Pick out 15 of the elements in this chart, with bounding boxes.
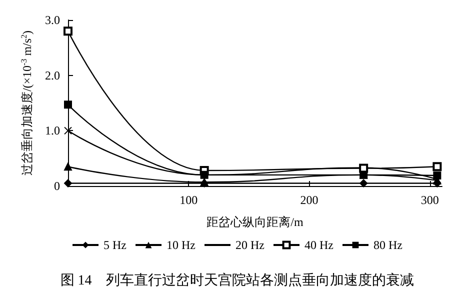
y-tick-label: 1.0 — [45, 124, 60, 138]
y-tick-label: 0 — [54, 179, 60, 193]
legend-label: 10 Hz — [166, 238, 196, 252]
legend-label: 40 Hz — [304, 238, 334, 252]
caption: 图 14 列车直行过岔时天宫院站各测点垂向加速度的衰减 — [60, 272, 414, 288]
y-tick-label: 3.0 — [45, 13, 60, 27]
y-axis-title: 过岔垂向加速度/(×10-3 m/s2) — [20, 30, 34, 176]
legend-label: 80 Hz — [373, 238, 402, 252]
legend-label: 20 Hz — [236, 238, 265, 252]
x-tick-label: 200 — [300, 193, 318, 207]
x-axis-title: 距岔心纵向距离/m — [206, 215, 304, 229]
y-tick-label: 2.0 — [45, 68, 60, 82]
x-tick-label: 100 — [180, 193, 198, 207]
x-tick-label: 300 — [420, 193, 439, 207]
legend-label: 5 Hz — [104, 238, 127, 252]
